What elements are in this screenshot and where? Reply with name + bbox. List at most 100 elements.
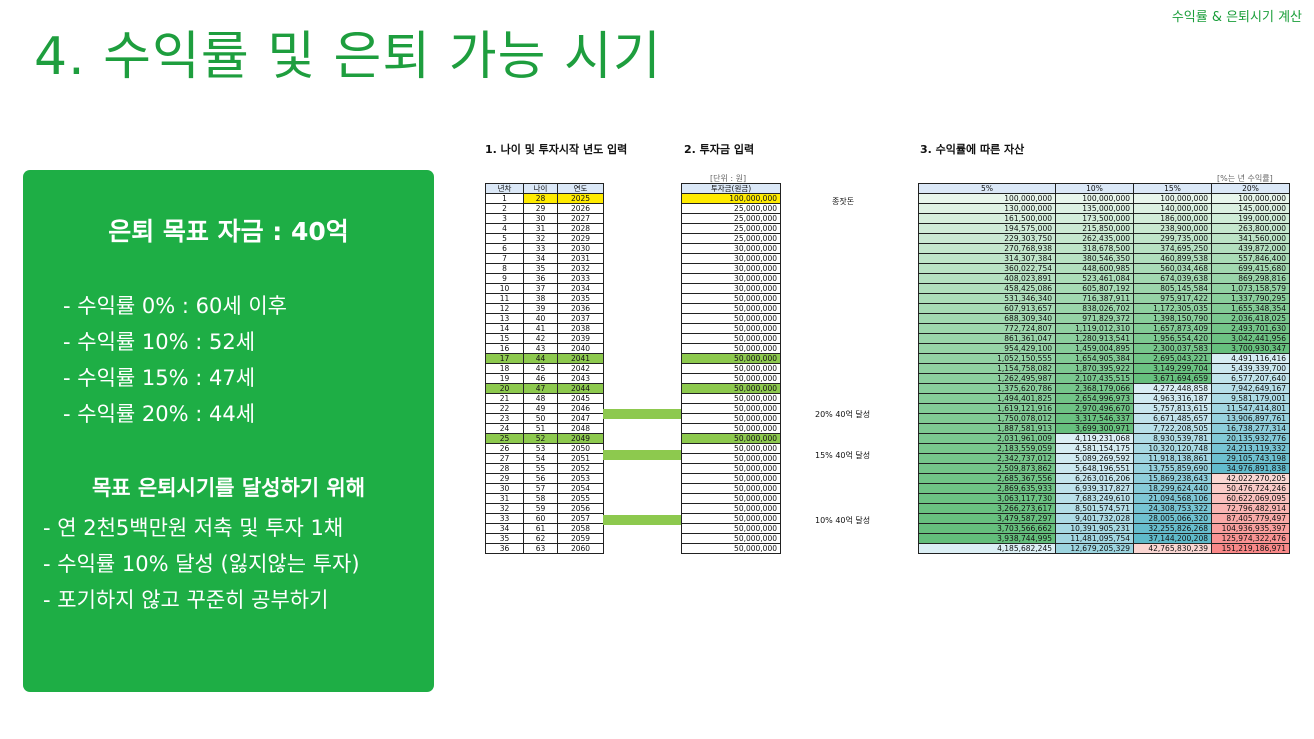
age-cell[interactable]: 50 [523,413,558,424]
age-cell[interactable]: 61 [523,523,558,534]
year-cell[interactable]: 2055 [557,493,604,504]
principal-cell[interactable]: 50,000,000 [681,293,781,304]
year-cell[interactable]: 2057 [557,513,604,524]
principal-cell[interactable]: 50,000,000 [681,403,781,414]
principal-cell[interactable]: 50,000,000 [681,353,781,364]
principal-cell[interactable]: 25,000,000 [681,233,781,244]
principal-cell[interactable]: 50,000,000 [681,333,781,344]
age-cell[interactable]: 31 [523,223,558,234]
year-cell[interactable]: 2039 [557,333,604,344]
age-cell[interactable]: 45 [523,363,558,374]
year-cell[interactable]: 2031 [557,253,604,264]
year-cell[interactable]: 2049 [557,433,604,444]
principal-cell[interactable]: 100,000,000 [681,193,781,204]
year-cell[interactable]: 2027 [557,213,604,224]
principal-cell[interactable]: 50,000,000 [681,373,781,384]
age-cell[interactable]: 42 [523,333,558,344]
age-cell[interactable]: 30 [523,213,558,224]
principal-cell[interactable]: 50,000,000 [681,483,781,494]
year-cell[interactable]: 2060 [557,543,604,554]
age-cell[interactable]: 46 [523,373,558,384]
year-cell[interactable]: 2040 [557,343,604,354]
principal-cell[interactable]: 50,000,000 [681,313,781,324]
principal-cell[interactable]: 30,000,000 [681,273,781,284]
principal-cell[interactable]: 50,000,000 [681,323,781,334]
age-cell[interactable]: 33 [523,243,558,254]
year-cell[interactable]: 2033 [557,273,604,284]
age-cell[interactable]: 44 [523,353,558,364]
year-cell[interactable]: 2034 [557,283,604,294]
age-cell[interactable]: 55 [523,463,558,474]
principal-cell[interactable]: 50,000,000 [681,503,781,514]
principal-cell[interactable]: 50,000,000 [681,433,781,444]
year-cell[interactable]: 2043 [557,373,604,384]
year-cell[interactable]: 2037 [557,313,604,324]
principal-cell[interactable]: 50,000,000 [681,543,781,554]
age-cell[interactable]: 29 [523,203,558,214]
principal-cell[interactable]: 50,000,000 [681,533,781,544]
principal-cell[interactable]: 50,000,000 [681,383,781,394]
age-cell[interactable]: 37 [523,283,558,294]
year-cell[interactable]: 2046 [557,403,604,414]
year-cell[interactable]: 2050 [557,443,604,454]
year-cell[interactable]: 2028 [557,223,604,234]
principal-cell[interactable]: 25,000,000 [681,223,781,234]
age-cell[interactable]: 40 [523,313,558,324]
principal-cell[interactable]: 30,000,000 [681,253,781,264]
principal-cell[interactable]: 50,000,000 [681,303,781,314]
age-cell[interactable]: 35 [523,263,558,274]
year-cell[interactable]: 2044 [557,383,604,394]
age-cell[interactable]: 58 [523,493,558,504]
principal-cell[interactable]: 30,000,000 [681,243,781,254]
age-cell[interactable]: 59 [523,503,558,514]
principal-cell[interactable]: 25,000,000 [681,213,781,224]
year-cell[interactable]: 2042 [557,363,604,374]
principal-cell[interactable]: 50,000,000 [681,363,781,374]
year-cell[interactable]: 2052 [557,463,604,474]
year-cell[interactable]: 2045 [557,393,604,404]
age-cell[interactable]: 60 [523,513,558,524]
principal-cell[interactable]: 30,000,000 [681,283,781,294]
age-cell[interactable]: 63 [523,543,558,554]
year-cell[interactable]: 2054 [557,483,604,494]
year-cell[interactable]: 2026 [557,203,604,214]
principal-cell[interactable]: 50,000,000 [681,423,781,434]
year-cell[interactable]: 2056 [557,503,604,514]
age-cell[interactable]: 39 [523,303,558,314]
year-cell[interactable]: 2036 [557,303,604,314]
age-cell[interactable]: 53 [523,443,558,454]
year-cell[interactable]: 2030 [557,243,604,254]
principal-cell[interactable]: 50,000,000 [681,343,781,354]
age-cell[interactable]: 49 [523,403,558,414]
age-cell[interactable]: 47 [523,383,558,394]
age-cell[interactable]: 51 [523,423,558,434]
age-cell[interactable]: 38 [523,293,558,304]
principal-cell[interactable]: 25,000,000 [681,203,781,214]
year-cell[interactable]: 2035 [557,293,604,304]
principal-cell[interactable]: 30,000,000 [681,263,781,274]
principal-cell[interactable]: 50,000,000 [681,493,781,504]
age-cell[interactable]: 48 [523,393,558,404]
year-cell[interactable]: 2059 [557,533,604,544]
principal-cell[interactable]: 50,000,000 [681,443,781,454]
age-cell[interactable]: 28 [523,193,558,204]
age-cell[interactable]: 41 [523,323,558,334]
age-cell[interactable]: 57 [523,483,558,494]
principal-cell[interactable]: 50,000,000 [681,523,781,534]
principal-cell[interactable]: 50,000,000 [681,413,781,424]
principal-cell[interactable]: 50,000,000 [681,473,781,484]
age-cell[interactable]: 32 [523,233,558,244]
year-cell[interactable]: 2051 [557,453,604,464]
year-cell[interactable]: 2053 [557,473,604,484]
principal-cell[interactable]: 50,000,000 [681,453,781,464]
age-cell[interactable]: 43 [523,343,558,354]
age-cell[interactable]: 62 [523,533,558,544]
age-cell[interactable]: 36 [523,273,558,284]
age-cell[interactable]: 52 [523,433,558,444]
year-cell[interactable]: 2047 [557,413,604,424]
year-cell[interactable]: 2038 [557,323,604,334]
year-cell[interactable]: 2032 [557,263,604,274]
principal-cell[interactable]: 50,000,000 [681,513,781,524]
age-cell[interactable]: 56 [523,473,558,484]
year-cell[interactable]: 2048 [557,423,604,434]
